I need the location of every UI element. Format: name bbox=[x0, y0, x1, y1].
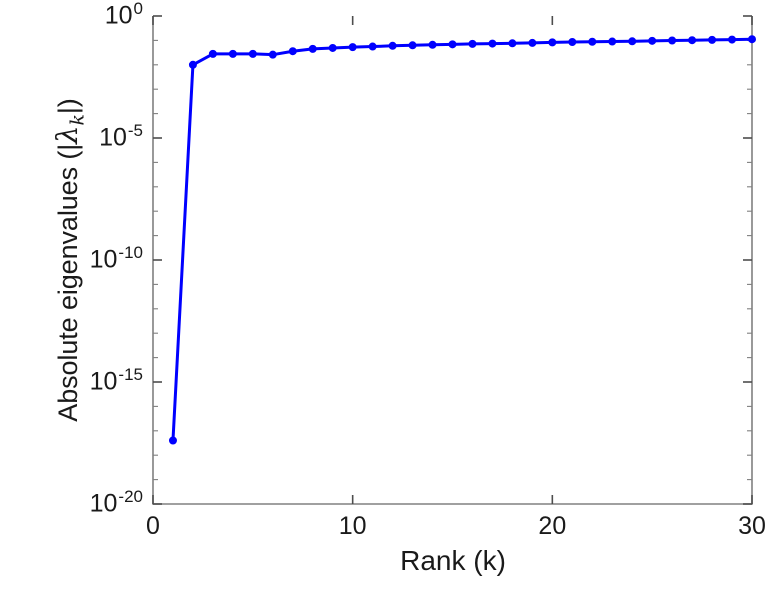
axis-box bbox=[152, 16, 753, 505]
x-tick-label: 30 bbox=[738, 512, 766, 540]
y-tick-label: 100 bbox=[105, 0, 143, 30]
y-axis-label: Absolute eigenvalues (|λk|) bbox=[46, 16, 92, 504]
data-point-marker bbox=[408, 41, 417, 50]
y-tick-mantissa: 10 bbox=[89, 367, 118, 396]
data-point-marker bbox=[748, 35, 756, 44]
data-point-marker bbox=[708, 35, 717, 44]
x-axis-label: Rank (k) bbox=[400, 545, 506, 576]
data-point-marker bbox=[468, 39, 477, 48]
data-point-marker bbox=[228, 49, 237, 58]
y-tick-mantissa: 10 bbox=[99, 123, 127, 152]
x-tick-label: 20 bbox=[538, 512, 567, 540]
y-tick-mantissa: 10 bbox=[89, 245, 118, 274]
lambda-subscript: k bbox=[66, 114, 89, 126]
y-tick-mantissa: 10 bbox=[89, 489, 118, 518]
data-point-marker bbox=[728, 35, 737, 44]
y-tick-label: 10-5 bbox=[99, 121, 143, 152]
data-point-marker bbox=[688, 36, 697, 45]
data-point-marker bbox=[508, 39, 517, 48]
y-tick-label: 10-15 bbox=[90, 365, 143, 396]
data-point-marker bbox=[208, 49, 217, 58]
lambda-symbol: λ bbox=[49, 125, 84, 144]
data-point-marker bbox=[668, 36, 677, 45]
data-point-marker bbox=[368, 42, 377, 51]
data-point-marker bbox=[348, 43, 357, 52]
data-point-marker bbox=[168, 436, 177, 445]
data-point-marker bbox=[588, 37, 597, 46]
y-axis-label-text: Absolute eigenvalues (|λk|) bbox=[49, 98, 89, 422]
data-point-marker bbox=[188, 60, 197, 69]
data-point-marker bbox=[548, 38, 557, 47]
data-point-marker bbox=[608, 37, 617, 46]
data-point-marker bbox=[488, 39, 497, 48]
data-point-marker bbox=[268, 50, 277, 59]
data-point-marker bbox=[648, 36, 657, 45]
data-point-marker bbox=[628, 37, 637, 46]
y-tick-exponent: -15 bbox=[118, 365, 143, 384]
data-point-marker bbox=[568, 38, 577, 46]
y-tick-exponent: -10 bbox=[118, 243, 143, 262]
x-tick-label: 0 bbox=[146, 512, 160, 540]
y-tick-exponent: -20 bbox=[118, 487, 143, 506]
y-tick-mantissa: 10 bbox=[104, 1, 133, 30]
data-point-marker bbox=[528, 38, 537, 47]
y-tick-label: 10-10 bbox=[90, 243, 143, 274]
data-point-marker bbox=[308, 44, 317, 53]
series-line bbox=[171, 37, 754, 443]
data-point-marker bbox=[448, 40, 457, 49]
y-tick-exponent: -5 bbox=[127, 121, 143, 140]
y-tick-label: 10-20 bbox=[90, 487, 143, 518]
y-tick-exponent: 0 bbox=[133, 0, 143, 18]
data-point-marker bbox=[428, 40, 437, 49]
data-point-marker bbox=[388, 41, 397, 50]
data-point-marker bbox=[328, 43, 337, 52]
data-point-marker bbox=[248, 49, 257, 58]
x-tick-label: 10 bbox=[338, 512, 367, 540]
data-point-marker bbox=[288, 47, 297, 56]
